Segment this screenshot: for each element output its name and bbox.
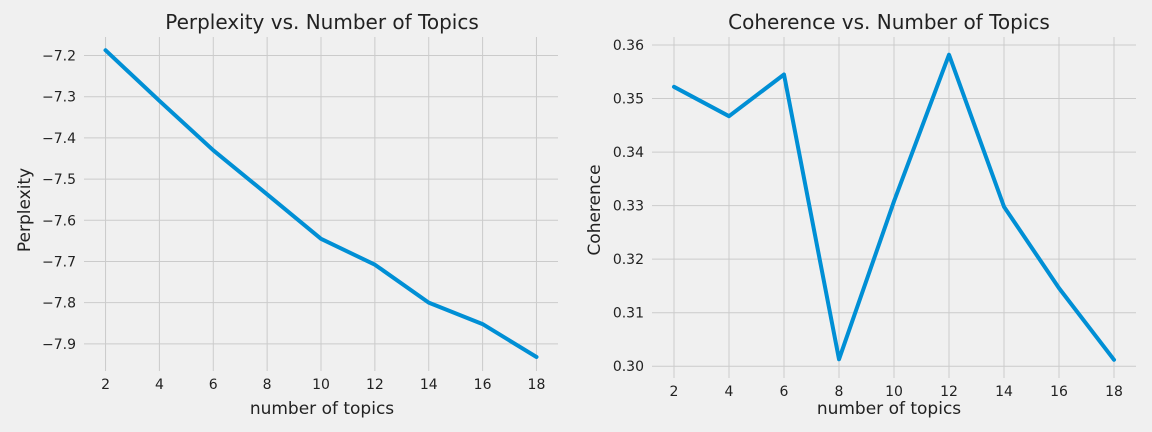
y-tick-label: −7.6 bbox=[42, 213, 76, 229]
chart-title: Coherence vs. Number of Topics bbox=[728, 10, 1050, 34]
coherence-chart: 2 4 6 8 10 12 14 16 18 0.30 0.31 0.32 0.33 0.34 0.35 0.… bbox=[585, 10, 1136, 419]
y-tick-label: 0.34 bbox=[613, 145, 644, 161]
x-tick-label: 18 bbox=[528, 377, 546, 393]
x-tick-label: 2 bbox=[101, 377, 110, 393]
y-tick-label: 0.36 bbox=[613, 38, 644, 54]
x-tick-label: 8 bbox=[263, 377, 272, 393]
x-tick-label: 16 bbox=[1050, 384, 1068, 400]
x-tick-label: 2 bbox=[670, 384, 679, 400]
y-tick-label: 0.32 bbox=[613, 252, 644, 268]
x-tick-label: 10 bbox=[885, 384, 903, 400]
x-tick-label: 4 bbox=[725, 384, 734, 400]
y-tick-label: −7.9 bbox=[42, 337, 76, 353]
chart-title: Perplexity vs. Number of Topics bbox=[165, 10, 479, 34]
x-tick-label: 14 bbox=[995, 384, 1013, 400]
y-axis-label: Perplexity bbox=[15, 168, 35, 252]
x-tick-label: 18 bbox=[1105, 384, 1123, 400]
x-tick-label: 12 bbox=[940, 384, 958, 400]
y-tick-label: 0.30 bbox=[613, 359, 644, 375]
y-tick-label: 0.31 bbox=[613, 306, 644, 322]
x-tick-label: 6 bbox=[209, 377, 218, 393]
y-tick-label: 0.35 bbox=[613, 92, 644, 108]
series-line bbox=[103, 48, 539, 359]
perplexity-chart: 2 4 6 8 10 12 14 16 18 −7.2 −7.3 −7.4 −7.5 −7.6 −7.7 −7… bbox=[15, 10, 558, 419]
x-tick-label: 12 bbox=[366, 377, 384, 393]
x-tick-label: 16 bbox=[474, 377, 492, 393]
y-tick-label: −7.3 bbox=[42, 90, 76, 106]
x-tick-label: 8 bbox=[835, 384, 844, 400]
y-axis-label: Coherence bbox=[585, 164, 605, 255]
y-tick-label: −7.5 bbox=[42, 172, 76, 188]
y-tick-label: −7.7 bbox=[42, 254, 76, 270]
x-tick-label: 10 bbox=[312, 377, 330, 393]
x-tick-label: 6 bbox=[780, 384, 789, 400]
y-tick-label: −7.4 bbox=[42, 131, 76, 147]
x-axis-label: number of topics bbox=[250, 399, 394, 419]
x-tick-label: 4 bbox=[155, 377, 164, 393]
x-axis-label: number of topics bbox=[817, 399, 961, 419]
y-tick-label: −7.2 bbox=[42, 49, 76, 65]
y-tick-label: 0.33 bbox=[613, 199, 644, 215]
x-tick-label: 14 bbox=[420, 377, 438, 393]
y-tick-label: −7.8 bbox=[42, 296, 76, 312]
series-line bbox=[672, 52, 1116, 362]
